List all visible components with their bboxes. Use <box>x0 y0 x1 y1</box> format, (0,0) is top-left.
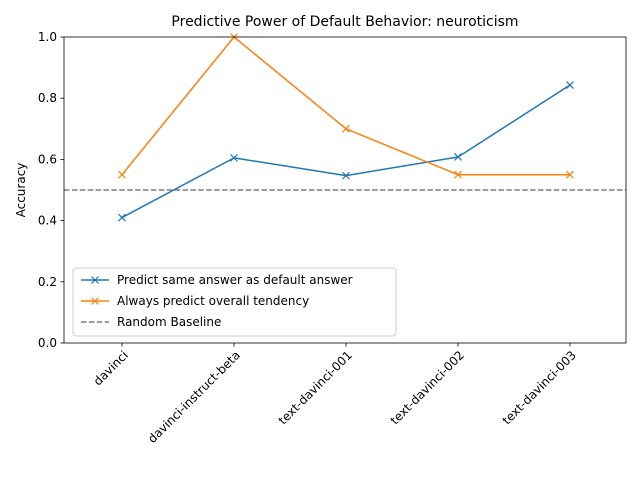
legend: Predict same answer as default answer Alw… <box>72 267 397 337</box>
legend-label: Always predict overall tendency <box>117 294 309 308</box>
legend-label: Random Baseline <box>117 315 221 329</box>
legend-entry-3: Random Baseline <box>81 315 221 329</box>
x-marker-stroke <box>118 213 126 222</box>
x-marker-stroke <box>566 170 574 179</box>
legend-marker <box>91 276 99 284</box>
chart-title: Predictive Power of Default Behavior: ne… <box>171 14 518 30</box>
x-marker-stroke <box>454 170 462 179</box>
plot-area <box>64 33 626 222</box>
x-marker-stroke <box>566 81 574 89</box>
series-1-point-5 <box>566 81 574 89</box>
series-2-point-3 <box>342 124 350 133</box>
axes-frame <box>63 36 627 344</box>
y-tick-label: 0.0 <box>38 336 57 350</box>
legend-entry-1: Predict same answer as default answer <box>81 273 353 287</box>
legend-marker <box>91 297 99 305</box>
y-tick-label: 0.8 <box>38 91 57 105</box>
series-2-point-1 <box>118 170 126 179</box>
y-tick-label: 1.0 <box>38 30 57 44</box>
x-marker-stroke <box>342 171 350 180</box>
x-marker-stroke <box>118 170 126 179</box>
y-tick-label: 0.4 <box>38 214 57 228</box>
y-tick-label: 0.6 <box>38 152 57 166</box>
series-1-point-1 <box>118 213 126 222</box>
y-axis-label: Accuracy <box>14 163 28 218</box>
x-marker-stroke <box>342 124 350 133</box>
series-2-point-4 <box>454 170 462 179</box>
series-1-point-3 <box>342 171 350 180</box>
x-marker-stroke <box>230 153 238 162</box>
series-2-point-5 <box>566 170 574 179</box>
series-1-point-2 <box>230 153 238 162</box>
x-marker-stroke <box>454 153 462 161</box>
legend-box <box>72 267 397 337</box>
y-tick-label: 0.2 <box>38 275 57 289</box>
legend-entry-2: Always predict overall tendency <box>81 294 309 308</box>
legend-label: Predict same answer as default answer <box>117 273 353 287</box>
series-1-point-4 <box>454 153 462 161</box>
